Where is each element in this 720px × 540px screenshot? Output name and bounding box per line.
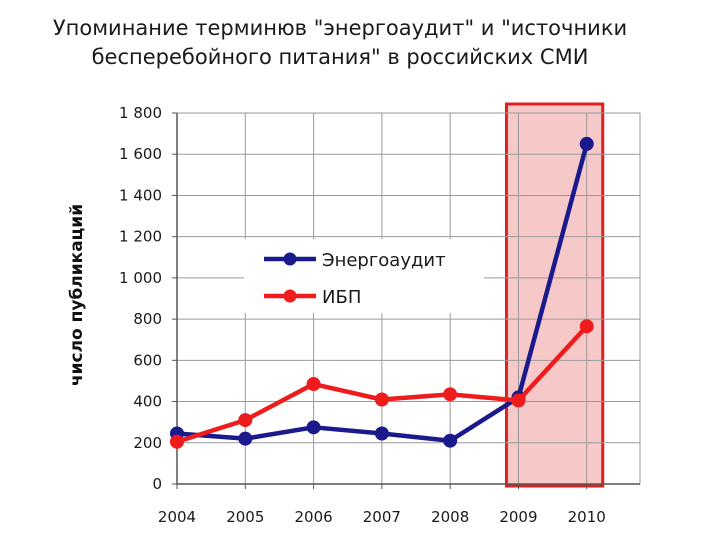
y-tick-label: 1 400 <box>119 186 162 204</box>
data-point <box>374 426 389 441</box>
y-tick-label: 1 200 <box>119 228 162 246</box>
data-point <box>374 392 389 407</box>
data-point <box>579 136 594 151</box>
x-tick-label: 2005 <box>226 508 264 526</box>
legend-swatch-marker <box>283 252 297 266</box>
x-tick-label: 2007 <box>363 508 401 526</box>
chart-title: Упоминание терминюв "энергоаудит" и "ист… <box>40 14 640 72</box>
legend-label: ИБП <box>322 287 361 308</box>
legend-label: Энергоаудит <box>322 250 446 271</box>
y-tick-label: 600 <box>133 351 162 369</box>
legend-swatch-marker <box>283 289 297 303</box>
data-point <box>579 319 594 334</box>
chart-title-line-2: бесперебойного питания" в российских СМИ <box>91 45 589 69</box>
data-point <box>306 420 321 435</box>
y-tick-label: 1 800 <box>119 104 162 122</box>
data-point <box>306 377 321 392</box>
y-tick-label: 1 600 <box>119 145 162 163</box>
data-point <box>443 387 458 402</box>
x-tick-label: 2006 <box>294 508 332 526</box>
x-tick-label: 2008 <box>431 508 469 526</box>
data-point <box>238 413 253 428</box>
data-point <box>443 433 458 448</box>
data-point <box>238 431 253 446</box>
data-point <box>170 434 184 449</box>
x-tick-label: 2010 <box>568 508 606 526</box>
y-tick-label: 400 <box>133 393 162 411</box>
data-point <box>511 393 526 408</box>
legend-box <box>244 239 484 313</box>
y-tick-label: 1 000 <box>119 269 162 287</box>
highlight-box <box>504 102 605 488</box>
chart-title-line-1: Упоминание терминюв "энергоаудит" и "ист… <box>52 16 628 40</box>
y-tick-label: 200 <box>133 434 162 452</box>
x-tick-label: 2004 <box>158 508 196 526</box>
y-tick-label: 800 <box>133 310 162 328</box>
x-tick-label: 2009 <box>499 508 537 526</box>
y-tick-label: 0 <box>152 475 162 493</box>
y-axis-label: число публикаций <box>67 204 87 386</box>
